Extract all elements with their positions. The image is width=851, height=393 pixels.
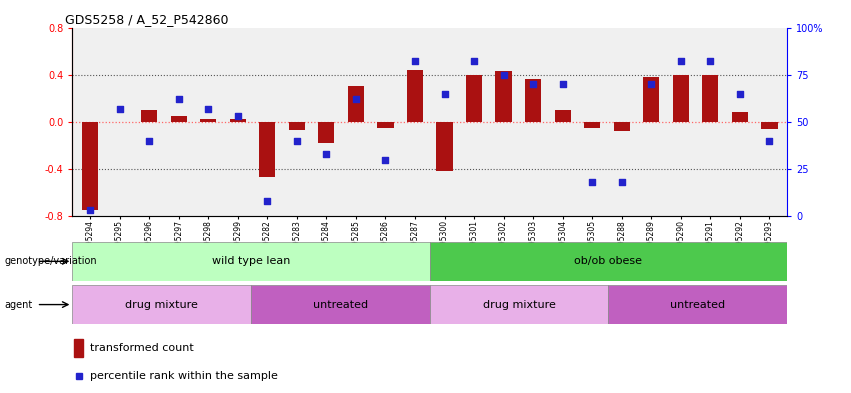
- Point: [733, 90, 746, 97]
- Text: transformed count: transformed count: [90, 343, 194, 353]
- Text: drug mixture: drug mixture: [125, 299, 198, 310]
- Bar: [348, 86, 364, 122]
- Bar: [702, 75, 718, 122]
- Point: [379, 156, 392, 163]
- Text: GDS5258 / A_52_P542860: GDS5258 / A_52_P542860: [66, 13, 229, 26]
- Text: untreated: untreated: [671, 299, 725, 310]
- Text: ob/ob obese: ob/ob obese: [574, 256, 643, 266]
- Bar: [377, 122, 393, 128]
- Bar: [643, 77, 660, 122]
- Bar: [230, 119, 246, 122]
- Point: [585, 179, 599, 185]
- Bar: [72, 242, 430, 281]
- Point: [349, 96, 363, 102]
- Text: drug mixture: drug mixture: [483, 299, 556, 310]
- Bar: [251, 285, 430, 324]
- Bar: [732, 112, 748, 122]
- Bar: [260, 122, 276, 177]
- Point: [290, 138, 304, 144]
- Point: [526, 81, 540, 87]
- Bar: [430, 242, 787, 281]
- Bar: [200, 119, 216, 122]
- Bar: [430, 285, 608, 324]
- Bar: [762, 122, 778, 129]
- Bar: [672, 75, 689, 122]
- Bar: [608, 285, 787, 324]
- Point: [704, 58, 717, 64]
- Point: [556, 81, 569, 87]
- Bar: [288, 122, 305, 130]
- Point: [320, 151, 334, 157]
- Point: [762, 138, 776, 144]
- Point: [437, 90, 451, 97]
- Point: [644, 81, 658, 87]
- Bar: [584, 122, 600, 128]
- Bar: [466, 75, 483, 122]
- Point: [408, 58, 422, 64]
- Point: [83, 208, 97, 214]
- Bar: [74, 339, 83, 357]
- Bar: [555, 110, 571, 122]
- Text: genotype/variation: genotype/variation: [4, 256, 97, 266]
- Bar: [82, 122, 98, 210]
- Bar: [525, 79, 541, 122]
- Bar: [72, 285, 251, 324]
- Point: [674, 58, 688, 64]
- Point: [231, 113, 244, 119]
- Point: [142, 138, 156, 144]
- Bar: [437, 122, 453, 171]
- Bar: [495, 71, 511, 122]
- Bar: [407, 70, 423, 122]
- Point: [260, 198, 274, 204]
- Bar: [170, 116, 187, 122]
- Point: [113, 105, 127, 112]
- Text: agent: agent: [4, 299, 32, 310]
- Text: untreated: untreated: [313, 299, 368, 310]
- Text: wild type lean: wild type lean: [212, 256, 290, 266]
- Bar: [318, 122, 334, 143]
- Point: [497, 72, 511, 78]
- Bar: [141, 110, 157, 122]
- Point: [467, 58, 481, 64]
- Bar: [614, 122, 630, 131]
- Point: [172, 96, 186, 102]
- Point: [202, 105, 215, 112]
- Text: percentile rank within the sample: percentile rank within the sample: [90, 371, 278, 381]
- Point: [615, 179, 629, 185]
